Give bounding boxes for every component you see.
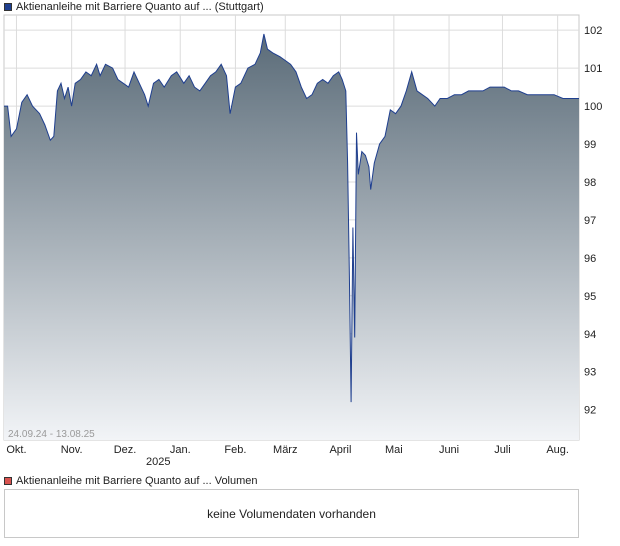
x-tick-label-10: Aug.: [546, 444, 569, 456]
y-tick-label-10: 102: [584, 25, 602, 37]
y-tick-label-7: 99: [584, 139, 596, 151]
y-tick-label-4: 96: [584, 253, 596, 265]
y-tick-label-6: 98: [584, 177, 596, 189]
x-tick-label-6: April: [329, 444, 351, 456]
volume-legend-swatch: [4, 477, 12, 485]
volume-panel: keine Volumendaten vorhanden: [4, 489, 579, 538]
price-legend-label: Aktienanleihe mit Barriere Quanto auf ..…: [16, 1, 264, 13]
price-legend: Aktienanleihe mit Barriere Quanto auf ..…: [4, 0, 264, 14]
x-axis-ticks: Okt. Nov. Dez. Jan. Feb. März April Mai Juni Juli…: [6, 444, 569, 456]
price-area: [4, 34, 579, 440]
price-legend-swatch: [4, 3, 12, 11]
y-tick-label-1: 93: [584, 367, 596, 379]
price-chart: 92 93 94 95 96 97 98 99 100 101 102 Okt. Nov. Dez. Ja…: [3, 14, 602, 468]
x-tick-label-8: Juni: [439, 444, 459, 456]
x-tick-label-3: Jan.: [170, 444, 191, 456]
volume-legend: Aktienanleihe mit Barriere Quanto auf ..…: [4, 474, 258, 488]
y-tick-label-2: 94: [584, 329, 596, 341]
volume-message: keine Volumendaten vorhanden: [207, 506, 376, 521]
year-label: 2025: [146, 456, 170, 468]
y-tick-label-0: 92: [584, 405, 596, 417]
x-tick-label-9: Juli: [494, 444, 511, 456]
date-range-label: 24.09.24 - 13.08.25: [8, 429, 95, 440]
price-line: [4, 33, 579, 403]
y-tick-label-8: 100: [584, 101, 602, 113]
y-tick-label-3: 95: [584, 291, 596, 303]
x-tick-label-7: Mai: [385, 444, 403, 456]
x-tick-label-4: Feb.: [224, 444, 246, 456]
x-tick-label-2: Dez.: [114, 444, 137, 456]
x-tick-label-1: Nov.: [61, 444, 83, 456]
volume-legend-label: Aktienanleihe mit Barriere Quanto auf ..…: [16, 475, 258, 487]
x-tick-label-5: März: [273, 444, 297, 456]
y-axis-ticks: 92 93 94 95 96 97 98 99 100 101 102: [584, 25, 602, 416]
x-tick-label-0: Okt.: [6, 444, 26, 456]
y-tick-label-5: 97: [584, 215, 596, 227]
y-tick-label-9: 101: [584, 63, 602, 75]
